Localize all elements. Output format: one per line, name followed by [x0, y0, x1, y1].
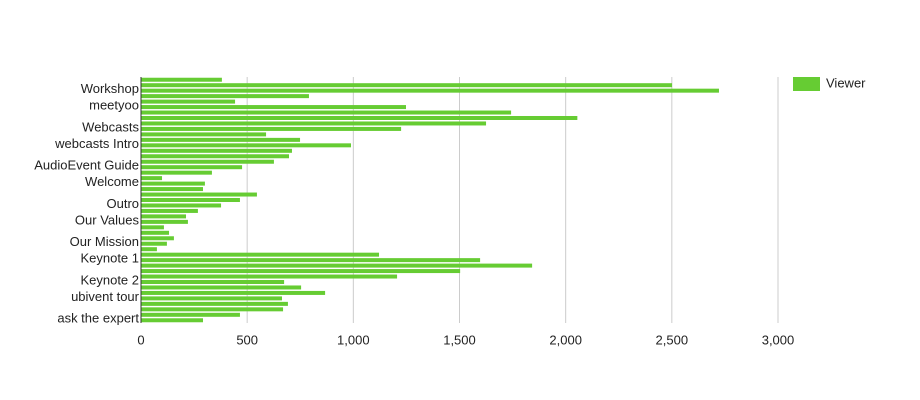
y-tick-label: Keynote 1 — [80, 251, 139, 266]
bar — [141, 94, 309, 99]
bar — [141, 137, 301, 142]
bar — [141, 165, 243, 170]
bar — [141, 214, 187, 219]
bar — [141, 187, 204, 192]
bar — [141, 105, 406, 110]
bar — [141, 192, 257, 197]
y-tick-label: Our Mission — [70, 234, 139, 249]
bar — [141, 77, 222, 82]
bar — [141, 170, 212, 175]
bar — [141, 274, 398, 279]
x-tick-label: 500 — [236, 332, 258, 347]
bar — [141, 219, 188, 224]
y-tick-label: Keynote 2 — [80, 272, 139, 287]
y-tick-label: AudioEvent Guide — [34, 158, 139, 173]
bar — [141, 181, 205, 186]
bar — [141, 290, 326, 295]
x-tick-label: 0 — [137, 332, 144, 347]
bar — [141, 83, 673, 88]
bar — [141, 88, 719, 93]
y-tick-label: ask the expert — [57, 311, 139, 326]
bar — [141, 116, 578, 120]
bar — [141, 198, 240, 202]
bar — [141, 258, 481, 263]
x-tick-label: 1,500 — [443, 332, 476, 347]
bar — [141, 241, 167, 246]
bar — [141, 301, 288, 306]
legend-label: Viewer — [826, 75, 866, 90]
bar — [141, 143, 351, 148]
bar — [141, 110, 512, 115]
bar — [141, 312, 240, 317]
bar — [141, 236, 174, 241]
bar — [141, 126, 402, 131]
bar — [141, 99, 236, 104]
y-tick-label: Workshop — [81, 81, 139, 96]
y-tick-label: ubivent tour — [71, 289, 140, 304]
bar — [141, 230, 170, 235]
x-tick-label: 2,500 — [656, 332, 689, 347]
bar — [141, 159, 274, 164]
bar — [141, 176, 163, 181]
y-tick-label: Welcome — [85, 174, 139, 189]
bar — [141, 132, 267, 137]
legend-swatch — [793, 77, 820, 91]
bar — [141, 208, 198, 213]
y-tick-label: Outro — [106, 196, 139, 211]
bar — [141, 318, 204, 323]
y-tick-label: meetyoo — [89, 98, 139, 113]
x-tick-label: 2,000 — [549, 332, 582, 347]
x-tick-label: 3,000 — [762, 332, 795, 347]
bar — [141, 252, 380, 257]
bar — [141, 154, 289, 159]
bar — [141, 247, 157, 252]
bar — [141, 263, 533, 268]
bar — [141, 280, 285, 284]
bar — [141, 296, 282, 301]
bar — [141, 203, 222, 208]
y-tick-label: webcasts Intro — [54, 136, 139, 151]
y-tick-label: Our Values — [75, 212, 140, 227]
bar — [141, 148, 292, 153]
bar — [141, 285, 302, 290]
y-tick-label: Webcasts — [82, 119, 139, 134]
bar — [141, 269, 461, 274]
bar — [141, 307, 284, 312]
bar — [141, 121, 487, 126]
x-tick-label: 1,000 — [337, 332, 370, 347]
bar — [141, 225, 164, 230]
